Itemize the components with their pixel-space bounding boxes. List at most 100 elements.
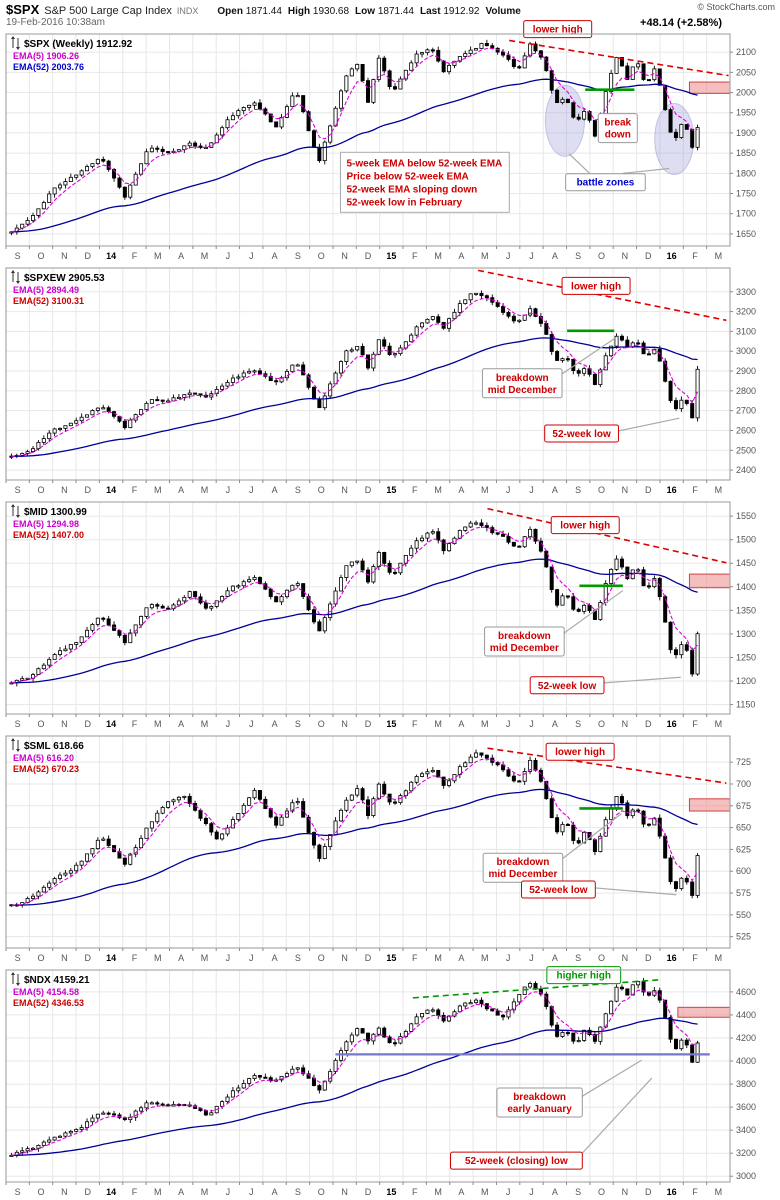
svg-text:N: N — [341, 719, 348, 729]
svg-text:S: S — [295, 953, 301, 963]
plot-border — [5, 33, 731, 247]
svg-text:M: M — [201, 1187, 209, 1197]
panel-sml: 525 550 575 600 625 650 675 700 725 S O N D 14 F M A M J J A… — [0, 732, 780, 966]
svg-text:N: N — [341, 953, 348, 963]
svg-text:D: D — [645, 953, 652, 963]
svg-text:O: O — [318, 251, 325, 261]
x-axis-labels: S O N D 14 F M A M J J A S O N D 15 F M A M J J A S O N D 16 F M — [5, 948, 723, 963]
annotation-text: lower high — [571, 281, 621, 292]
svg-text:M: M — [481, 251, 489, 261]
last-value: 1912.92 — [443, 6, 480, 17]
svg-text:A: A — [178, 953, 184, 963]
svg-text:M: M — [715, 953, 723, 963]
svg-text:J: J — [226, 485, 231, 495]
svg-text:N: N — [61, 1187, 68, 1197]
annotation-text: 52-week (closing) low — [465, 1156, 568, 1167]
annotation-box — [529, 676, 605, 695]
gridlines — [6, 34, 730, 246]
annotation-box — [521, 880, 596, 899]
svg-text:F: F — [692, 1187, 698, 1197]
svg-text:A: A — [458, 485, 464, 495]
svg-text:M: M — [434, 485, 442, 495]
gridlines — [6, 268, 730, 480]
svg-text:4200: 4200 — [736, 1033, 756, 1043]
svg-text:2700: 2700 — [736, 406, 756, 416]
callout-line — [555, 813, 622, 864]
svg-text:1400: 1400 — [736, 582, 756, 592]
svg-text:M: M — [715, 1187, 723, 1197]
open-value: 1871.44 — [245, 6, 282, 17]
svg-text:M: M — [154, 953, 162, 963]
annotations-over: lower high breakdown battle zones 5-week EM… — [339, 20, 729, 213]
svg-text:3600: 3600 — [736, 1102, 756, 1112]
trendline — [487, 747, 727, 784]
svg-text:M: M — [434, 719, 442, 729]
svg-text:14: 14 — [106, 1187, 116, 1197]
ema52-line — [11, 78, 698, 233]
resistance-zone — [688, 81, 731, 94]
svg-text:4400: 4400 — [736, 1010, 756, 1020]
chart-spxew: 2400 2500 2600 2700 2800 2900 3000 3100 3200 3300… — [5, 267, 756, 495]
svg-text:M: M — [201, 251, 209, 261]
candlestick-icon — [11, 738, 20, 752]
svg-text:1200: 1200 — [736, 676, 756, 686]
resistance-zone — [677, 1006, 731, 1018]
svg-text:M: M — [434, 251, 442, 261]
svg-text:F: F — [412, 953, 418, 963]
svg-text:N: N — [61, 953, 68, 963]
svg-text:14: 14 — [106, 719, 116, 729]
svg-text:2000: 2000 — [736, 88, 756, 98]
svg-text:3100: 3100 — [736, 326, 756, 336]
svg-text:2500: 2500 — [736, 445, 756, 455]
resistance-zone — [688, 573, 731, 589]
svg-text:J: J — [529, 953, 534, 963]
annotation-text: breakdown — [497, 857, 550, 868]
datetime: 19-Feb-2016 10:38am — [6, 17, 105, 28]
svg-text:14: 14 — [106, 251, 116, 261]
chart-sml: 525 550 575 600 625 650 675 700 725 S O N D 14 F M A M J J A… — [5, 735, 751, 963]
svg-text:J: J — [226, 251, 231, 261]
svg-text:A: A — [458, 719, 464, 729]
svg-text:O: O — [598, 953, 605, 963]
candlesticks — [9, 39, 700, 236]
svg-text:1500: 1500 — [736, 535, 756, 545]
annotation-text: down — [605, 130, 631, 141]
svg-text:M: M — [154, 485, 162, 495]
svg-text:1700: 1700 — [736, 209, 756, 219]
svg-text:650: 650 — [736, 823, 751, 833]
callout-line — [622, 167, 670, 174]
ema5-line — [11, 758, 699, 906]
legend-ema52: EMA(52) 670.23 — [13, 764, 79, 774]
annotation-box — [561, 276, 631, 295]
svg-text:1350: 1350 — [736, 605, 756, 615]
svg-text:D: D — [365, 953, 372, 963]
svg-text:M: M — [201, 485, 209, 495]
plot-border — [5, 267, 731, 481]
svg-text:O: O — [598, 251, 605, 261]
svg-text:O: O — [318, 719, 325, 729]
svg-text:S: S — [15, 1187, 21, 1197]
svg-text:S: S — [295, 485, 301, 495]
svg-text:J: J — [249, 1187, 254, 1197]
annotation-box — [481, 368, 563, 399]
svg-text:M: M — [481, 719, 489, 729]
legend-title: $NDX 4159.21 — [24, 975, 90, 986]
annotations-under — [677, 1006, 731, 1018]
callout-line — [555, 336, 617, 379]
svg-text:675: 675 — [736, 801, 751, 811]
svg-text:525: 525 — [736, 932, 751, 942]
svg-text:A: A — [272, 251, 278, 261]
y-axis-labels: 1650 1700 1750 1800 1850 1900 1950 2000 2050 2100 — [730, 47, 756, 239]
svg-text:N: N — [622, 953, 629, 963]
annotation-text: breakdown — [513, 1092, 566, 1103]
annotation-box — [565, 173, 646, 192]
panel-ndx: 3000 3200 3400 3600 3800 4000 4200 4400 4600 S O N D… — [0, 966, 780, 1200]
svg-text:J: J — [529, 719, 534, 729]
svg-text:1450: 1450 — [736, 558, 756, 568]
symbol: $SPX — [6, 2, 40, 17]
svg-text:2050: 2050 — [736, 67, 756, 77]
